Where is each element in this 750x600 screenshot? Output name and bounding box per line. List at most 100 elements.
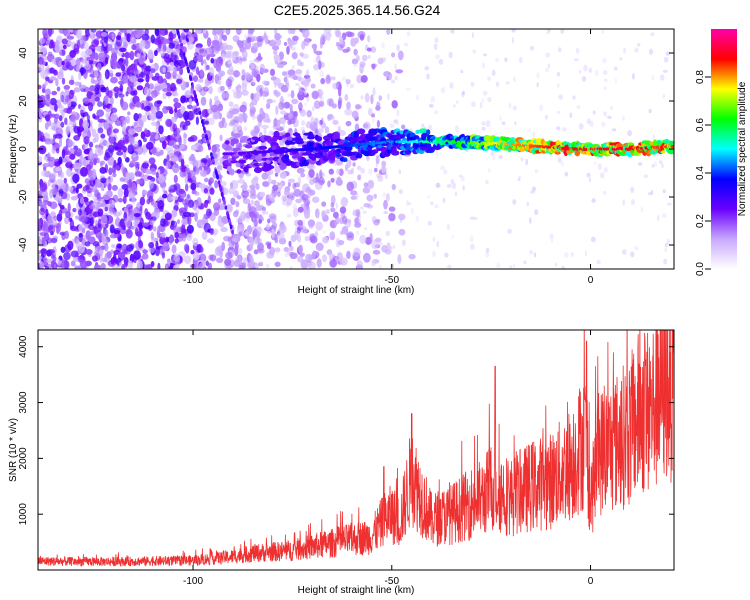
heatmap-cell	[340, 196, 348, 207]
heatmap-cell	[109, 29, 117, 32]
heatmap-cell	[529, 45, 535, 51]
heatmap-cell	[366, 154, 370, 162]
heatmap-cell	[532, 131, 535, 139]
heatmap-cell	[103, 121, 110, 130]
heatmap-cell	[228, 219, 231, 224]
heatmap-cell	[143, 105, 151, 112]
heatmap-cell	[117, 156, 122, 165]
heatmap-cell	[64, 155, 70, 162]
heatmap-cell	[213, 228, 219, 235]
heatmap-cell	[225, 29, 231, 36]
heatmap-cell	[58, 156, 63, 165]
heatmap-cell	[354, 218, 361, 226]
heatmap-cell	[170, 195, 178, 201]
heatmap-cell	[146, 189, 154, 200]
heatmap-cell	[266, 98, 273, 104]
heatmap-cell	[59, 204, 65, 210]
heatmap-cell	[249, 211, 256, 218]
heatmap-cell	[272, 49, 278, 56]
heatmap-cell	[669, 140, 674, 147]
heatmap-cell	[544, 114, 548, 120]
heatmap-xlabel: Height of straight line (km)	[298, 285, 415, 296]
heatmap-cell	[335, 257, 340, 262]
heatmap-cell	[362, 123, 369, 129]
heatmap-cell	[473, 216, 478, 221]
heatmap-cell	[359, 234, 367, 244]
heatmap-cell	[603, 111, 607, 117]
heatmap-cell	[436, 240, 439, 248]
heatmap-cell	[265, 211, 269, 215]
heatmap-cell	[426, 73, 430, 80]
heatmap-cell	[321, 211, 325, 217]
heatmap-cell	[358, 213, 362, 220]
heatmap-cell	[372, 249, 381, 255]
heatmap-cell	[125, 115, 130, 124]
heatmap-cell	[279, 181, 284, 190]
heatmap-cell	[650, 32, 655, 37]
heatmap-cell	[111, 33, 115, 40]
colorbar-scale	[711, 29, 737, 269]
heatmap-cell	[76, 29, 83, 39]
heatmap-cell	[364, 92, 370, 103]
heatmap-cell	[319, 91, 324, 96]
heatmap-cell	[430, 95, 436, 103]
heatmap-cell	[578, 123, 584, 130]
heatmap-cell	[661, 163, 664, 168]
heatmap-cell	[327, 180, 331, 188]
heatmap-cell	[630, 199, 636, 206]
heatmap-cell	[232, 35, 240, 43]
heatmap-cell	[231, 229, 234, 235]
heatmap-cell	[373, 167, 378, 173]
heatmap-cell	[100, 262, 106, 269]
heatmap-cell	[398, 213, 406, 221]
heatmap-cell	[299, 190, 304, 195]
heatmap-cell	[662, 189, 666, 194]
heatmap-cell	[181, 218, 188, 226]
heatmap-cell	[87, 68, 95, 74]
heatmap-cell	[99, 138, 108, 147]
heatmap-cell	[142, 249, 148, 254]
heatmap-cell	[281, 134, 287, 139]
heatmap-cell	[67, 101, 72, 107]
heatmap-cell	[289, 73, 298, 79]
heatmap-cell	[501, 121, 506, 126]
heatmap-cell	[235, 29, 241, 34]
heatmap-cell	[92, 240, 100, 247]
heatmap-cell	[75, 186, 79, 194]
heatmap-cell	[40, 248, 48, 255]
heatmap-cell	[326, 74, 331, 81]
heatmap-ylabel: Frequency (Hz)	[8, 115, 19, 184]
heatmap-cell	[64, 150, 71, 156]
heatmap-cell	[299, 252, 305, 257]
heatmap-cell	[627, 142, 635, 146]
heatmap-cell	[76, 64, 81, 73]
heatmap-cell	[221, 241, 226, 252]
heatmap-cell	[69, 114, 76, 122]
heatmap-cell	[188, 156, 196, 162]
heatmap-cell	[436, 182, 440, 188]
heatmap-cell	[390, 263, 394, 268]
heatmap-cell	[124, 258, 128, 268]
heatmap-cell	[329, 257, 333, 262]
heatmap-cell	[271, 228, 275, 239]
heatmap-cell	[237, 159, 247, 164]
heatmap-cell	[51, 58, 56, 64]
heatmap-cell	[287, 29, 293, 35]
heatmap-cell	[240, 59, 244, 63]
heatmap-cell	[636, 43, 641, 47]
heatmap-cell	[313, 57, 319, 63]
heatmap-cell	[251, 35, 258, 42]
heatmap-cell	[398, 228, 406, 236]
heatmap-cell	[138, 55, 146, 65]
heatmap-cell	[353, 48, 358, 56]
heatmap-cell	[659, 74, 665, 81]
heatmap-cell	[372, 258, 380, 264]
heatmap-cell	[350, 190, 358, 196]
heatmap-cell	[47, 29, 53, 37]
heatmap-cell	[113, 165, 120, 171]
heatmap-cell	[280, 84, 289, 93]
heatmap-cell	[139, 72, 146, 79]
heatmap-cell	[86, 130, 92, 139]
heatmap-cell	[143, 66, 151, 77]
heatmap-cell	[50, 237, 58, 243]
